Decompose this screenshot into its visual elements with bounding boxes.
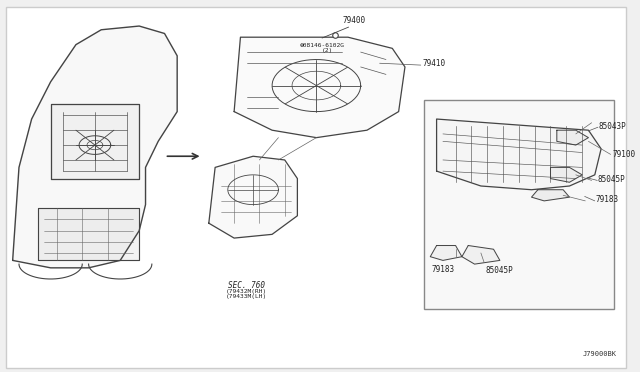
Text: (79432M(RH): (79432M(RH) <box>226 289 268 294</box>
Text: 85045P: 85045P <box>486 266 514 275</box>
Polygon shape <box>462 246 500 264</box>
Polygon shape <box>557 130 588 145</box>
Text: 79400: 79400 <box>343 16 366 25</box>
Text: J79000BK: J79000BK <box>583 351 617 357</box>
Polygon shape <box>209 156 298 238</box>
Polygon shape <box>234 37 405 138</box>
Text: SEC. 760: SEC. 760 <box>228 281 265 290</box>
Polygon shape <box>38 208 140 260</box>
Polygon shape <box>430 246 462 260</box>
Text: 85043P: 85043P <box>598 122 627 131</box>
Text: 79100: 79100 <box>612 150 636 159</box>
Text: 79410: 79410 <box>422 60 445 68</box>
Polygon shape <box>51 104 140 179</box>
Text: 79183: 79183 <box>431 265 454 274</box>
Polygon shape <box>13 26 177 268</box>
Text: (79433M(LH): (79433M(LH) <box>226 294 268 299</box>
Text: 79183: 79183 <box>595 195 618 204</box>
Polygon shape <box>550 167 582 182</box>
Text: 85045P: 85045P <box>598 175 626 184</box>
Polygon shape <box>531 190 570 201</box>
Bar <box>424 100 614 309</box>
Text: ⊕08146-6102G: ⊕08146-6102G <box>300 43 345 48</box>
Polygon shape <box>436 119 601 190</box>
Text: (2): (2) <box>322 48 333 54</box>
